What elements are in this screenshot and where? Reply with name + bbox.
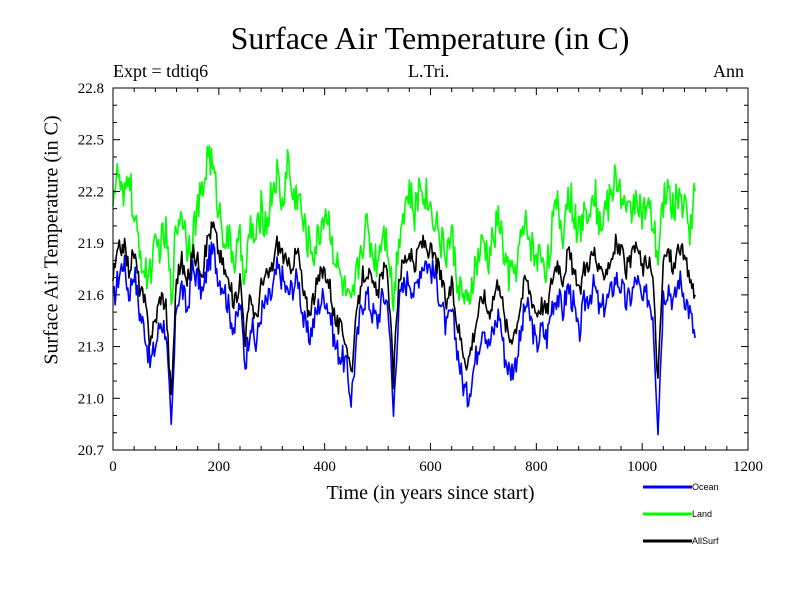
series-line-allsurf bbox=[112, 221, 696, 396]
legend-label-ocean: Ocean bbox=[692, 482, 719, 492]
region-label: L.Tri. bbox=[408, 61, 450, 81]
x-tick-label: 0 bbox=[109, 459, 117, 475]
series-line-ocean bbox=[112, 241, 696, 436]
y-tick-label: 22.2 bbox=[78, 184, 104, 200]
series-line-land bbox=[112, 144, 696, 312]
x-tick-label: 1000 bbox=[627, 459, 657, 475]
y-tick-label: 22.8 bbox=[78, 81, 104, 97]
season-label: Ann bbox=[713, 61, 744, 81]
legend-label-land: Land bbox=[692, 509, 712, 519]
axis-ticks: 0 200 400 600 800 1000 1200 20.7 21.0 21.3 21.6 21.… bbox=[78, 81, 763, 475]
y-tick-label: 21.6 bbox=[78, 288, 105, 304]
x-tick-label: 200 bbox=[208, 459, 231, 475]
x-tick-label: 400 bbox=[313, 459, 336, 475]
x-axis-label: Time (in years since start) bbox=[326, 482, 535, 504]
x-tick-label: 1200 bbox=[733, 459, 763, 475]
experiment-label: Expt = tdtiq6 bbox=[113, 61, 209, 81]
x-tick-label: 800 bbox=[525, 459, 548, 475]
y-tick-label: 22.5 bbox=[78, 133, 104, 149]
chart-title: Surface Air Temperature (in C) bbox=[230, 20, 630, 56]
x-tick-label: 600 bbox=[419, 459, 442, 475]
y-tick-label: 21.0 bbox=[78, 391, 104, 407]
legend-label-allsurf: AllSurf bbox=[692, 536, 719, 546]
y-tick-label: 21.3 bbox=[78, 340, 104, 356]
y-tick-label: 20.7 bbox=[78, 443, 105, 459]
y-tick-label: 21.9 bbox=[78, 236, 104, 252]
series-layer bbox=[112, 144, 696, 436]
legend: Ocean Land AllSurf bbox=[643, 482, 719, 546]
